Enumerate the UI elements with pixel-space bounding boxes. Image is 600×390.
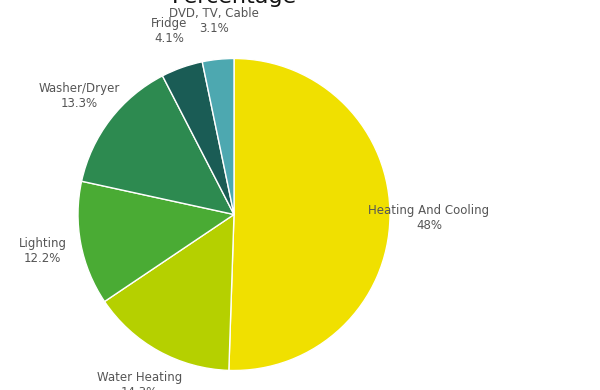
Text: Washer/Dryer
13.3%: Washer/Dryer 13.3% (38, 82, 120, 110)
Wedge shape (104, 215, 234, 370)
Wedge shape (78, 181, 234, 301)
Text: Heating And Cooling
48%: Heating And Cooling 48% (368, 204, 490, 232)
Wedge shape (229, 58, 390, 370)
Wedge shape (163, 62, 234, 214)
Text: Fridge
4.1%: Fridge 4.1% (151, 17, 187, 45)
Wedge shape (202, 58, 234, 214)
Text: Lighting
12.2%: Lighting 12.2% (19, 237, 67, 265)
Text: Water Heating
14.3%: Water Heating 14.3% (97, 371, 182, 390)
Title: Yearly Appliance Energy Expenditure
Percentage: Yearly Appliance Energy Expenditure Perc… (29, 0, 439, 7)
Wedge shape (82, 76, 234, 214)
Text: DVD, TV, Cable
3.1%: DVD, TV, Cable 3.1% (169, 7, 259, 35)
